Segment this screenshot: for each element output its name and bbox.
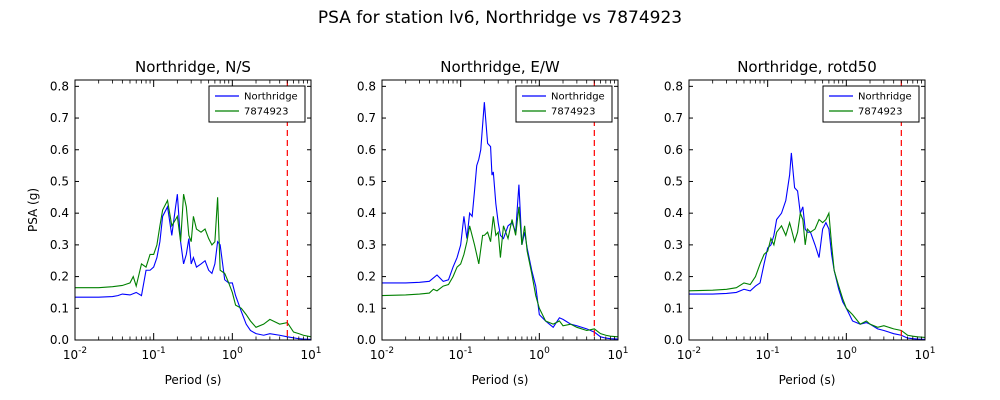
y-tick-label: 0.4 xyxy=(50,206,69,220)
y-tick-label: 0.0 xyxy=(664,333,683,347)
y-tick-label: 0.3 xyxy=(357,238,376,252)
y-tick-label: 0.2 xyxy=(50,270,69,284)
x-tick-label: 101 xyxy=(607,346,628,362)
legend-box xyxy=(515,85,613,123)
y-tick-label: 0.5 xyxy=(357,174,376,188)
x-tick-label: 10-1 xyxy=(142,346,166,362)
x-axis-label: Period (s) xyxy=(779,373,836,387)
legend-entry: 7874923 xyxy=(551,107,596,118)
x-tick-label: 100 xyxy=(836,346,857,362)
series-line-7874923 xyxy=(75,194,311,338)
y-tick-label: 0.6 xyxy=(50,143,69,157)
x-tick-label: 101 xyxy=(300,346,321,362)
y-tick-label: 0.2 xyxy=(664,270,683,284)
y-tick-label: 0.1 xyxy=(357,301,376,315)
y-tick-label: 0.5 xyxy=(50,174,69,188)
y-tick-label: 0.0 xyxy=(50,333,69,347)
x-tick-label: 100 xyxy=(529,346,550,362)
y-tick-label: 0.7 xyxy=(664,111,683,125)
series-line-7874923 xyxy=(382,206,618,338)
y-tick-label: 0.1 xyxy=(664,301,683,315)
y-tick-label: 0.3 xyxy=(664,238,683,252)
legend: Northridge 7874923 xyxy=(208,85,306,123)
chart-panel-3: Northridge, rotd50 0.0 0.1 0.2 0.3 0.4 0.5 0.6 0… xyxy=(664,58,936,387)
y-tick-label: 0.1 xyxy=(50,301,69,315)
y-tick-label: 0.8 xyxy=(50,79,69,93)
plot-area xyxy=(75,80,311,340)
x-axis-label: Period (s) xyxy=(472,373,529,387)
axes-frame xyxy=(74,79,312,341)
legend: Northridge 7874923 xyxy=(515,85,613,123)
plot-area xyxy=(382,80,618,340)
x-tick-label: 10-2 xyxy=(677,346,701,362)
x-tick-label: 10-1 xyxy=(449,346,473,362)
series-line-northridge xyxy=(689,152,925,340)
plot-area xyxy=(689,80,925,340)
y-tick-label: 0.5 xyxy=(664,174,683,188)
panel-title: Northridge, N/S xyxy=(135,58,251,76)
y-tick-label: 0.2 xyxy=(357,270,376,284)
y-tick-label: 0.6 xyxy=(664,143,683,157)
x-tick-label: 10-1 xyxy=(756,346,780,362)
legend-entry: Northridge xyxy=(551,92,605,103)
y-tick-label: 0.7 xyxy=(357,111,376,125)
x-tick-label: 10-2 xyxy=(370,346,394,362)
y-tick-label: 0.3 xyxy=(50,238,69,252)
y-axis-label: PSA (g) xyxy=(26,188,40,232)
series-line-7874923 xyxy=(689,211,925,339)
legend-entry: Northridge xyxy=(244,92,298,103)
legend-box xyxy=(822,85,920,123)
legend-entry: 7874923 xyxy=(858,107,903,118)
y-tick-label: 0.8 xyxy=(664,79,683,93)
legend: Northridge 7874923 xyxy=(822,85,920,123)
y-tick-label: 0.4 xyxy=(357,206,376,220)
panel-title: Northridge, rotd50 xyxy=(737,58,877,76)
figure-title: PSA for station lv6, Northridge vs 78749… xyxy=(318,8,682,28)
legend-entry: Northridge xyxy=(858,92,912,103)
y-tick-label: 0.6 xyxy=(357,143,376,157)
axes-frame xyxy=(688,79,926,341)
axes-frame xyxy=(381,79,619,341)
y-tick-label: 0.8 xyxy=(357,79,376,93)
legend-entry: 7874923 xyxy=(244,107,289,118)
x-tick-label: 100 xyxy=(222,346,243,362)
y-tick-label: 0.0 xyxy=(357,333,376,347)
legend-box xyxy=(208,85,306,123)
x-tick-label: 10-2 xyxy=(63,346,87,362)
panels: Northridge, N/S 0.0 0.1 0.2 0.3 0.4 0.5 0.6 0.7 0… xyxy=(26,58,936,387)
x-tick-label: 101 xyxy=(914,346,935,362)
series-line-northridge xyxy=(382,102,618,340)
panel-title: Northridge, E/W xyxy=(440,58,560,76)
x-axis-label: Period (s) xyxy=(165,373,222,387)
y-tick-label: 0.4 xyxy=(664,206,683,220)
chart-panel-2: Northridge, E/W 0.0 0.1 0.2 0.3 0.4 0.5 0.6 0.7 0… xyxy=(357,58,629,387)
chart-panel-1: Northridge, N/S 0.0 0.1 0.2 0.3 0.4 0.5 0.6 0.7 0… xyxy=(26,58,322,387)
y-tick-label: 0.7 xyxy=(50,111,69,125)
series-line-northridge xyxy=(75,194,311,340)
